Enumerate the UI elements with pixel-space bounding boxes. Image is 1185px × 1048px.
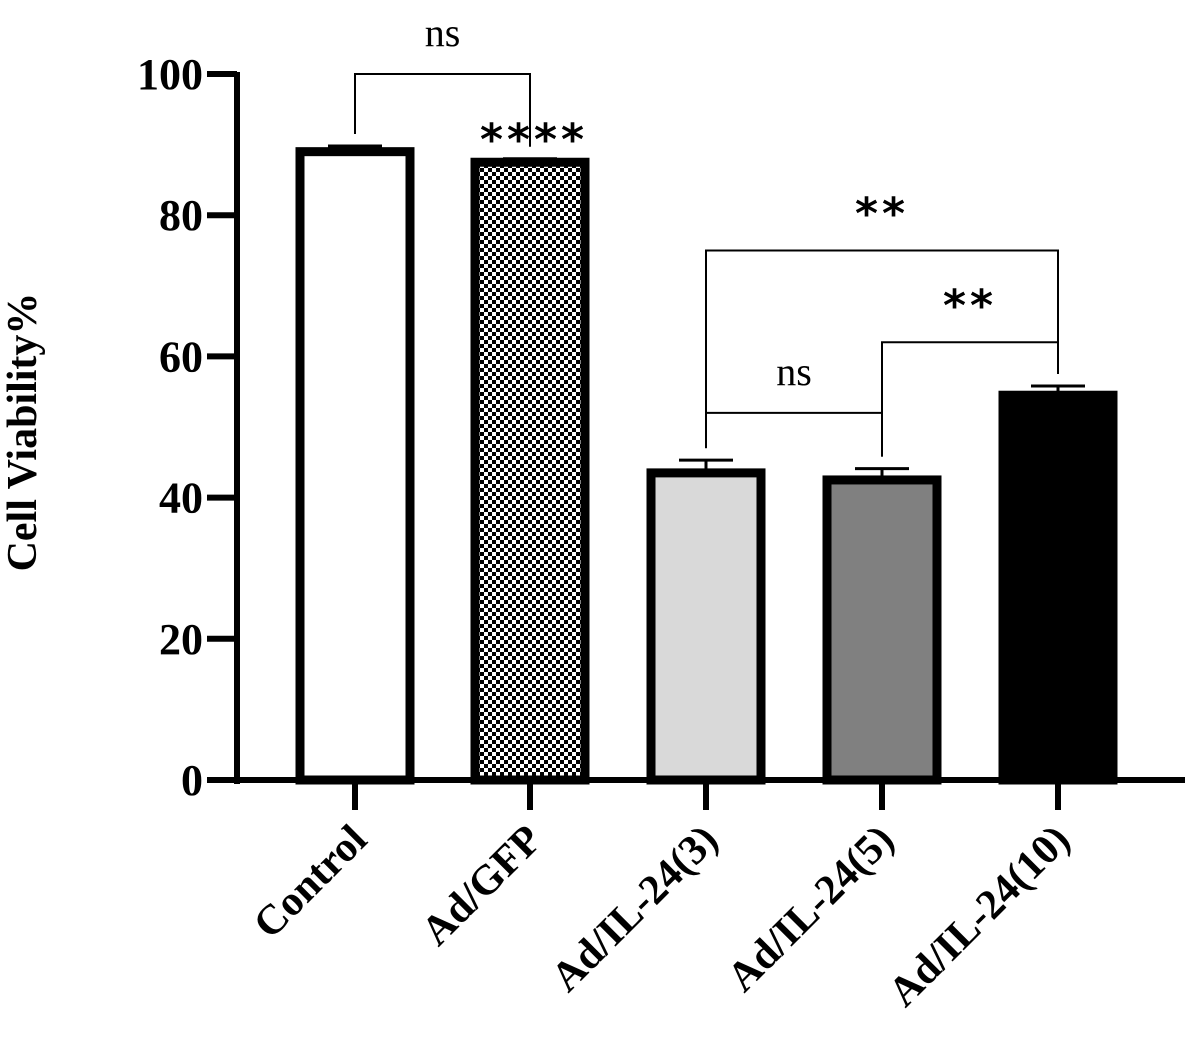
- x-tick-label: Ad/IL-24(3): [543, 817, 727, 1001]
- comparison-bracket: [705, 249, 1059, 449]
- bar-ad-il-24-5: [822, 475, 942, 785]
- comparison-bracket: [705, 411, 883, 457]
- error-bars-group: [328, 144, 1085, 480]
- comparison-label: **: [855, 189, 909, 240]
- comparison-label: ns: [425, 10, 461, 55]
- x-tick-label: Ad/IL-24(5): [719, 817, 903, 1001]
- comparison-label: **: [943, 280, 997, 331]
- comparison-bracket: [881, 341, 1059, 457]
- bar-ad-gfp: [470, 157, 590, 785]
- x-tick-label: Control: [245, 817, 376, 948]
- comparison-label: ns: [776, 349, 812, 394]
- y-tick-label: 100: [137, 50, 203, 99]
- x-tick-label: Ad/IL-24(10): [880, 817, 1079, 1016]
- y-tick-label: 80: [159, 191, 203, 240]
- comparison-bracket: [354, 73, 531, 147]
- significance-brackets-group: ****ns****ns: [354, 10, 1059, 457]
- y-tick-label: 0: [181, 756, 203, 805]
- y-axis-label: Cell Viability%: [0, 293, 46, 572]
- bar-ad-il-24-3: [646, 468, 766, 785]
- y-tick-label: 60: [159, 332, 203, 381]
- significance-stars: ****: [480, 115, 588, 166]
- y-tick-label: 40: [159, 474, 203, 523]
- y-tick-label: 20: [159, 615, 203, 664]
- bar-ad-il-24-10: [998, 390, 1118, 785]
- bar-control: [295, 147, 415, 785]
- x-tick-label: Ad/GFP: [413, 817, 551, 955]
